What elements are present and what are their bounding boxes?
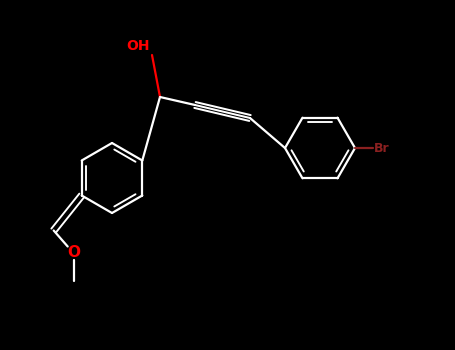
Text: OH: OH	[126, 39, 150, 53]
Text: O: O	[67, 245, 80, 260]
Text: Br: Br	[374, 141, 389, 154]
